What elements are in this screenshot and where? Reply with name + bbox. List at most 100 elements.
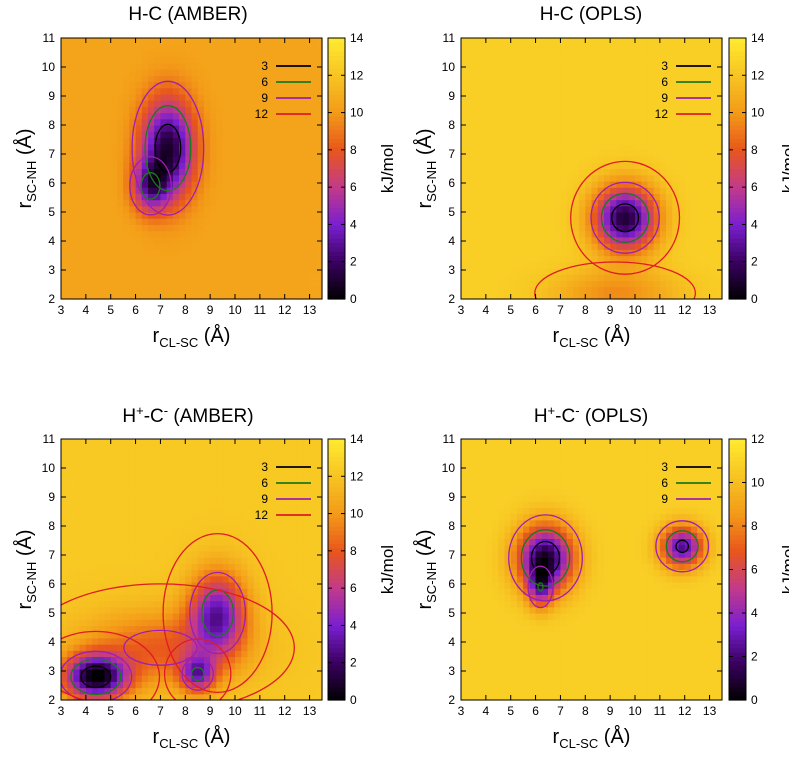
heatmap-cell	[622, 261, 630, 269]
heatmap-cell	[566, 255, 574, 263]
heatmap-cell	[222, 637, 230, 645]
heatmap-cell	[603, 249, 611, 257]
heatmap-cell	[185, 218, 193, 226]
heatmap-cell	[703, 193, 711, 201]
heatmap-cell	[185, 563, 193, 571]
heatmap-cell	[148, 230, 155, 238]
heatmap-cell	[309, 187, 317, 194]
heatmap-cell	[690, 131, 698, 139]
heatmap-cell	[672, 267, 680, 275]
heatmap-cell	[523, 249, 530, 257]
heatmap-cell	[154, 292, 162, 300]
heatmap-cell	[566, 137, 574, 145]
heatmap-cell	[616, 62, 624, 70]
heatmap-cell	[566, 50, 574, 58]
heatmap-cell	[690, 106, 698, 114]
heatmap-cell	[585, 249, 593, 257]
heatmap-cell	[461, 286, 468, 294]
heatmap-cell	[653, 118, 661, 126]
heatmap-cell	[160, 563, 168, 571]
heatmap-cell	[79, 118, 87, 126]
heatmap-cell	[272, 249, 280, 257]
heatmap-cell	[315, 267, 323, 275]
heatmap-cell	[73, 236, 81, 244]
heatmap-cell	[210, 118, 217, 126]
heatmap-cell	[141, 532, 149, 540]
heatmap-cell	[116, 156, 124, 163]
heatmap-cell	[529, 93, 537, 101]
heatmap-cell	[116, 180, 124, 188]
heatmap-cell	[79, 563, 87, 571]
heatmap-cell	[479, 193, 487, 201]
heatmap-cell	[498, 224, 506, 232]
heatmap-cell	[141, 280, 149, 288]
heatmap-cell	[123, 513, 130, 521]
heatmap-cell	[492, 62, 499, 70]
heatmap-cell	[498, 274, 506, 281]
heatmap-cell	[635, 180, 642, 188]
heatmap-cell	[67, 174, 75, 182]
heatmap-cell	[135, 457, 143, 465]
heatmap-cell	[129, 87, 137, 95]
heatmap-cell	[85, 62, 93, 70]
heatmap-cell	[297, 193, 304, 201]
heatmap-cell	[479, 44, 487, 52]
heatmap-cell	[541, 174, 549, 182]
heatmap-cell	[666, 106, 673, 114]
heatmap-cell	[73, 451, 81, 459]
heatmap-cell	[203, 137, 211, 145]
heatmap-cell	[148, 81, 155, 89]
heatmap-cell	[247, 205, 255, 213]
heatmap-cell	[154, 93, 162, 101]
heatmap-cell	[141, 112, 149, 120]
heatmap-cell	[709, 75, 717, 83]
heatmap-cell	[303, 38, 311, 45]
heatmap-cell	[203, 600, 211, 608]
heatmap-cell	[284, 106, 292, 114]
heatmap-cell	[148, 149, 155, 157]
heatmap-cell	[622, 280, 630, 288]
heatmap-cell	[197, 656, 205, 664]
colorbar-cell	[729, 90, 746, 96]
heatmap-cell	[498, 292, 506, 300]
heatmap-cell	[572, 274, 580, 281]
heatmap-cell	[110, 187, 118, 194]
heatmap-cell	[473, 249, 481, 257]
heatmap-cell	[135, 631, 143, 639]
heatmap-cell	[591, 131, 599, 139]
heatmap-cell	[141, 50, 149, 58]
heatmap-cell	[603, 162, 611, 170]
heatmap-cell	[572, 87, 580, 95]
heatmap-cell	[104, 143, 112, 151]
heatmap-cell	[141, 286, 149, 294]
heatmap-cell	[222, 267, 230, 275]
heatmap-cell	[160, 81, 168, 89]
heatmap-cell	[579, 267, 586, 275]
colorbar-cell	[328, 146, 345, 152]
plot-frame	[60, 37, 323, 300]
heatmap-cell	[92, 106, 99, 114]
heatmap-cell	[591, 100, 599, 107]
heatmap-cell	[697, 112, 704, 120]
heatmap-cell	[560, 249, 568, 257]
heatmap-cell	[247, 93, 255, 101]
heatmap-cell	[485, 174, 493, 182]
heatmap-cell	[597, 255, 605, 263]
heatmap-cell	[104, 106, 112, 114]
heatmap-cell	[85, 267, 93, 275]
heatmap-cell	[191, 168, 199, 176]
heatmap-cell	[510, 56, 518, 64]
heatmap-cell	[154, 243, 162, 250]
heatmap-cell	[222, 236, 230, 244]
heatmap-cell	[79, 470, 87, 477]
heatmap-cell	[479, 261, 487, 269]
heatmap-cell	[67, 613, 75, 620]
heatmap-cell	[129, 644, 137, 651]
heatmap-cell	[185, 519, 193, 527]
heatmap-cell	[185, 261, 193, 269]
heatmap-cell	[516, 205, 524, 213]
heatmap-cell	[504, 218, 512, 226]
heatmap-cell	[591, 180, 599, 188]
heatmap-cell	[703, 162, 711, 170]
heatmap-cell	[104, 656, 112, 664]
